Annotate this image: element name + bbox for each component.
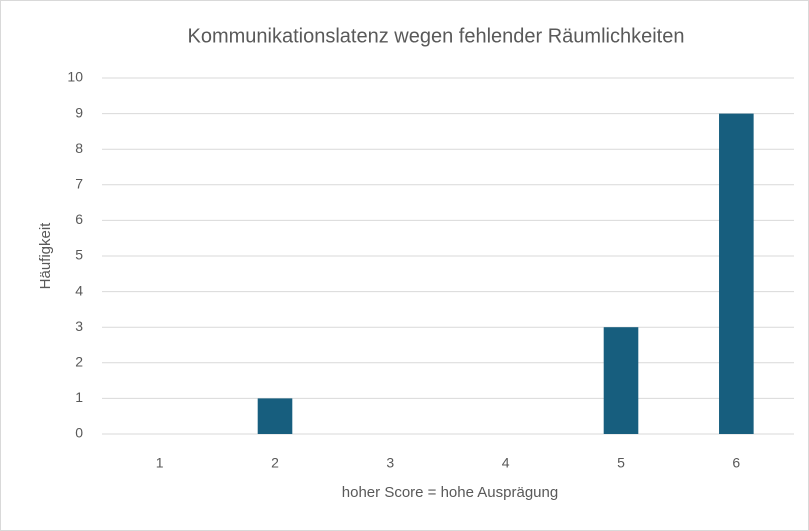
- y-tick-label: 2: [75, 354, 83, 370]
- y-tick-label: 10: [67, 69, 83, 85]
- chart-title: Kommunikationslatenz wegen fehlender Räu…: [188, 25, 685, 47]
- y-tick-label: 6: [75, 211, 83, 227]
- y-tick-label: 0: [75, 425, 83, 441]
- y-tick-label: 8: [75, 140, 83, 156]
- bar: [257, 398, 293, 434]
- y-tick-label: 4: [75, 282, 83, 298]
- y-tick-label: 1: [75, 389, 83, 405]
- bar: [719, 113, 754, 434]
- y-tick-label: 9: [75, 104, 83, 120]
- x-tick-label: 5: [617, 455, 625, 471]
- x-tick-label: 4: [502, 455, 510, 471]
- y-tick-label: 3: [75, 318, 83, 334]
- bar: [603, 327, 639, 434]
- y-tick-label: 7: [75, 176, 83, 192]
- x-tick-label: 6: [732, 455, 740, 471]
- x-axis-label: hoher Score = hohe Ausprägung: [342, 484, 558, 501]
- x-tick-label: 2: [271, 455, 279, 471]
- x-tick-label: 1: [156, 455, 164, 471]
- y-axis-label: Häufigkeit: [37, 222, 54, 290]
- y-tick-label: 5: [75, 247, 83, 263]
- x-tick-label: 3: [386, 455, 394, 471]
